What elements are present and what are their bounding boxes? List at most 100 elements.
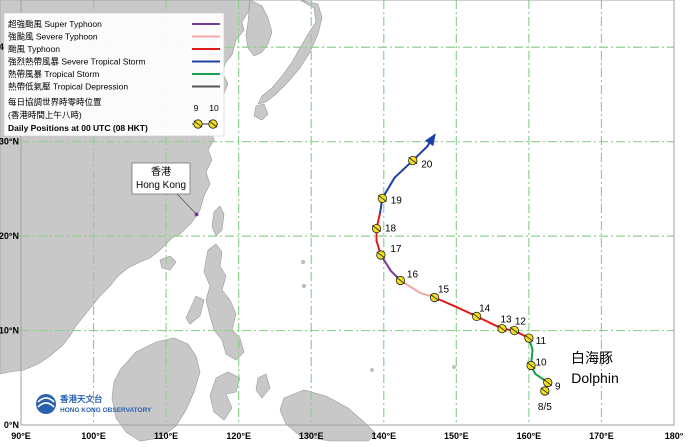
- pohnpei-island: [452, 365, 456, 369]
- marker-stroke: [376, 251, 386, 259]
- legend-sample-marker-1: [193, 119, 203, 129]
- longitude-tick-label: 100°E: [81, 431, 106, 441]
- longitude-tick-label: 170°E: [589, 431, 614, 441]
- moluccas-islands: [255, 373, 271, 399]
- marker-stroke: [509, 327, 519, 335]
- new-guinea-island: [279, 389, 377, 442]
- daily-position-label: 14: [479, 303, 491, 314]
- philippines-islands: [203, 243, 245, 361]
- borneo-island: [111, 337, 201, 442]
- daily-position-marker: [376, 250, 386, 260]
- observatory-emblem-icon: [36, 394, 56, 414]
- legend-item-label: 熱帶低氣壓 Tropical Depression: [8, 82, 128, 92]
- legend-sample-label-2: 10: [209, 103, 219, 113]
- korea-peninsula: [245, 0, 273, 57]
- palawan-island: [185, 295, 205, 325]
- sulawesi-island: [209, 371, 241, 421]
- marker-stroke: [497, 325, 507, 333]
- daily-position-label: 19: [391, 195, 403, 206]
- daily-position-marker: [540, 386, 550, 396]
- daily-position-label: 11: [536, 336, 547, 347]
- daily-position-marker: [526, 360, 536, 371]
- latitude-tick-label: 30°N: [0, 137, 19, 147]
- daily-position-label: 17: [390, 244, 402, 255]
- longitude-tick-label: 90°E: [11, 431, 31, 441]
- daily-position-marker: [408, 155, 418, 166]
- legend-daily-en: Daily Positions at 00 UTC (08 HKT): [8, 123, 148, 133]
- guam-island: [302, 284, 306, 288]
- daily-position-marker: [472, 311, 482, 321]
- daily-position-label: 13: [500, 315, 512, 326]
- legend-item-label: 超強颱風 Super Typhoon: [8, 19, 102, 29]
- longitude-tick-label: 150°E: [444, 431, 469, 441]
- graticule: [21, 0, 674, 425]
- hong-kong-label-box: [131, 162, 191, 195]
- map-border: [20, 0, 675, 426]
- marker-stroke: [526, 361, 536, 370]
- storm-name-en: Dolphin: [571, 370, 618, 386]
- longitude-labels: 90°E 100°E 110°E 120°E 130°E 140°E 150°E 160°E 1…: [11, 431, 684, 441]
- legend: 超強颱風 Super Typhoon 強颱風 Severe Typhoon 颱風 T…: [3, 12, 225, 137]
- legend-daily-cn-1: 每日協調世界時零時位置: [8, 97, 102, 107]
- daily-position-marker: [371, 223, 382, 234]
- observatory-logo: 香港天文台 HONG KONG OBSERVATORY: [36, 394, 152, 414]
- daily-position-marker: [395, 275, 406, 286]
- legend-item-label: 颱風 Typhoon: [8, 44, 60, 54]
- track-arrow-head: [424, 133, 436, 147]
- marker-stroke: [524, 334, 534, 342]
- marker-stroke: [430, 293, 440, 302]
- latitude-tick-label: 0°N: [4, 420, 19, 430]
- daily-position-label: 20: [421, 160, 433, 171]
- taiwan-island: [211, 205, 225, 237]
- daily-position-label: 9: [555, 382, 561, 393]
- daily-position-marker: [509, 325, 519, 336]
- daily-position-label: 8/5: [538, 402, 552, 413]
- daily-position-marker: [497, 324, 507, 334]
- marker-stroke: [472, 312, 482, 320]
- japan-islands: [257, 0, 323, 105]
- marker-stroke: [372, 225, 381, 233]
- track-segment: [475, 315, 504, 330]
- daily-position-label: 15: [438, 285, 450, 296]
- legend-item-label: 強颱風 Severe Typhoon: [8, 32, 98, 42]
- daily-position-marker: [429, 292, 440, 303]
- longitude-tick-label: 140°E: [371, 431, 396, 441]
- chuuk-island: [370, 368, 374, 372]
- marker-stroke: [396, 276, 405, 285]
- marker-stroke: [377, 194, 387, 202]
- storm-name-cn: 白海豚: [571, 350, 613, 366]
- hong-kong-label-cn: 香港: [151, 166, 171, 178]
- daily-position-marker: [543, 377, 553, 388]
- daily-position-marker: [524, 333, 534, 343]
- legend-sample-label-1: 9: [194, 103, 199, 113]
- latitude-tick-label: 10°N: [0, 326, 19, 336]
- daily-position-label: 12: [515, 317, 527, 328]
- daily-position-label: 18: [385, 224, 397, 235]
- daily-position-label: 10: [536, 358, 548, 369]
- longitude-tick-label: 120°E: [226, 431, 251, 441]
- legend-box: [3, 12, 225, 137]
- daily-position-label: 16: [407, 270, 419, 281]
- mariana-island: [301, 260, 305, 264]
- daily-position-marker: [377, 193, 387, 203]
- longitude-tick-label: 110°E: [154, 431, 178, 441]
- marker-stroke: [543, 378, 553, 387]
- hainan-island: [159, 255, 177, 271]
- latitude-tick-label: 20°N: [0, 231, 19, 241]
- hong-kong-label-en: Hong Kong: [136, 180, 186, 191]
- observatory-name-cn: 香港天文台: [59, 394, 103, 404]
- hong-kong-callout: 香港 Hong Kong: [131, 162, 199, 217]
- hong-kong-pointer-line: [176, 193, 197, 215]
- legend-daily-cn-2: (香港時間上午八時): [8, 110, 82, 120]
- legend-sample-marker-2: [208, 119, 218, 129]
- longitude-tick-label: 130°E: [299, 431, 324, 441]
- longitude-tick-label: 180°: [665, 431, 684, 441]
- longitude-tick-label: 160°E: [517, 431, 542, 441]
- legend-item-label: 熱帶風暴 Tropical Storm: [8, 69, 99, 79]
- marker-stroke: [408, 157, 418, 165]
- hong-kong-marker: [194, 212, 199, 217]
- legend-item-label: 強烈熱帶風暴 Severe Tropical Storm: [8, 57, 145, 67]
- observatory-name-en: HONG KONG OBSERVATORY: [60, 407, 152, 414]
